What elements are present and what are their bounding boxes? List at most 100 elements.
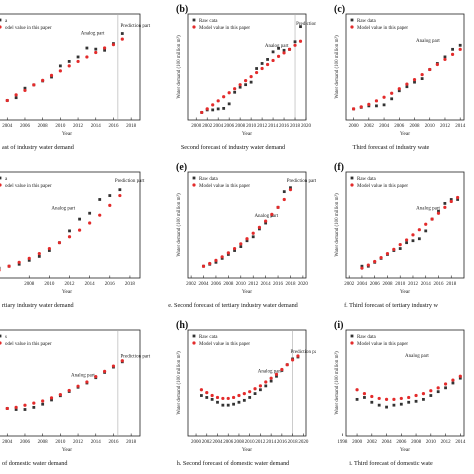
plot-frame bbox=[0, 13, 141, 121]
panel-caption: Third forecast of industry wate bbox=[353, 144, 430, 151]
raw-data-point bbox=[458, 43, 462, 47]
raw-data-point bbox=[238, 85, 242, 89]
model-data-point bbox=[85, 55, 89, 59]
raw-data-point bbox=[260, 62, 264, 65]
legend-entry: a bbox=[5, 19, 8, 24]
raw-data-point bbox=[227, 102, 231, 106]
panel-letter: (i) bbox=[334, 320, 343, 331]
model-data-point bbox=[257, 225, 262, 229]
chart-panel-9: 1998 2000 2002 2004 2006 2008 2010 2012 2014Year… bbox=[334, 320, 466, 467]
annotation: Analog part bbox=[81, 32, 105, 37]
y-axis-label: Water demand (100 million m³) bbox=[334, 35, 340, 99]
model-data-point bbox=[407, 395, 411, 400]
legend-entry: odel value in this paper bbox=[5, 342, 52, 347]
model-data-point bbox=[88, 221, 92, 225]
legend-entry: s bbox=[5, 335, 7, 340]
raw-data-point bbox=[437, 209, 440, 213]
model-data-point bbox=[227, 91, 231, 95]
raw-data-point bbox=[414, 399, 418, 403]
model-data-point bbox=[264, 219, 268, 223]
raw-data-point bbox=[436, 390, 440, 394]
annotation: Prediction part bbox=[296, 22, 316, 27]
raw-data-point bbox=[41, 402, 45, 406]
model-data-point bbox=[458, 374, 462, 378]
raw-data-point bbox=[264, 221, 268, 225]
x-tick-label: 2004 bbox=[2, 124, 13, 129]
annotation: Prediction part bbox=[121, 24, 151, 29]
model-data-point bbox=[49, 73, 54, 77]
model-data-point bbox=[424, 222, 428, 226]
model-data-point bbox=[5, 98, 9, 103]
legend-entry: odel value in this paper bbox=[5, 184, 52, 189]
model-data-point bbox=[111, 364, 116, 368]
chart-panel-2: 2000 2002 2004 2006 2008 2010 2012 2014 2016 2018… bbox=[176, 4, 316, 151]
legend-marker-raw bbox=[0, 18, 2, 22]
legend-marker-raw bbox=[350, 176, 354, 180]
legend-entry: Raw cata bbox=[199, 335, 218, 340]
x-tick-label: 2018 bbox=[126, 440, 137, 445]
model-data-point bbox=[405, 82, 409, 86]
model-data-point bbox=[232, 246, 237, 251]
raw-data-point bbox=[360, 264, 364, 268]
y-axis-label: Water demand (100 million m³) bbox=[176, 351, 182, 415]
model-data-point bbox=[428, 67, 432, 72]
legend-marker-model bbox=[0, 341, 2, 345]
raw-data-point bbox=[449, 198, 453, 201]
y-axis-label: Water demand (100 million m³) bbox=[334, 193, 340, 257]
model-data-point bbox=[285, 363, 289, 367]
model-data-point bbox=[274, 372, 279, 376]
model-data-point bbox=[287, 47, 292, 51]
raw-data-point bbox=[370, 400, 374, 404]
x-axis-label: Year bbox=[400, 289, 410, 295]
x-tick-label: 2018 bbox=[446, 282, 457, 287]
x-tick-label: 2008 bbox=[38, 440, 49, 445]
x-tick-label: 2014 bbox=[268, 124, 279, 129]
x-tick-label: 2008 bbox=[382, 282, 393, 287]
model-data-point bbox=[280, 367, 284, 372]
x-tick-label: 2002 bbox=[364, 124, 375, 129]
x-tick-label: 2004 bbox=[357, 282, 368, 287]
x-tick-label: 2018 bbox=[290, 124, 301, 129]
model-data-point bbox=[248, 390, 252, 394]
model-data-point bbox=[443, 57, 447, 62]
model-data-point bbox=[271, 58, 275, 63]
legend-marker-model bbox=[0, 183, 2, 187]
raw-data-point bbox=[237, 400, 241, 404]
model-data-point bbox=[23, 88, 27, 93]
model-data-point bbox=[260, 66, 264, 71]
model-data-point bbox=[94, 375, 98, 379]
model-data-point bbox=[233, 87, 237, 91]
raw-data-point bbox=[23, 408, 27, 411]
raw-data-point bbox=[108, 194, 112, 197]
x-tick-label: 2016 bbox=[277, 440, 288, 445]
model-data-point bbox=[17, 260, 21, 264]
raw-data-point bbox=[458, 376, 462, 380]
model-data-point bbox=[58, 393, 62, 397]
model-data-point bbox=[242, 392, 246, 396]
x-tick-label: 2016 bbox=[108, 440, 119, 445]
model-data-point bbox=[244, 79, 248, 83]
model-data-point bbox=[276, 205, 280, 209]
raw-data-point bbox=[411, 239, 415, 243]
raw-data-point bbox=[120, 32, 124, 35]
raw-data-point bbox=[251, 235, 255, 239]
raw-data-point bbox=[375, 104, 378, 108]
x-tick-label: 2020 bbox=[298, 282, 309, 287]
raw-data-point bbox=[443, 55, 447, 59]
x-tick-label: 2002 bbox=[202, 124, 213, 129]
model-data-point bbox=[436, 211, 441, 215]
raw-data-point bbox=[266, 58, 269, 61]
model-data-point bbox=[265, 62, 270, 67]
legend-entry: Raw data bbox=[357, 177, 377, 182]
x-tick-label: 2018 bbox=[285, 282, 296, 287]
model-data-point bbox=[379, 255, 383, 260]
raw-data-point bbox=[293, 40, 297, 44]
model-data-point bbox=[85, 380, 89, 384]
model-data-point bbox=[296, 354, 300, 358]
x-tick-label: 2004 bbox=[379, 124, 390, 129]
x-tick-label: 2014 bbox=[91, 124, 102, 129]
raw-data-point bbox=[392, 403, 396, 407]
model-data-point bbox=[366, 263, 370, 267]
plot-frame bbox=[0, 329, 141, 437]
x-axis-label: Year bbox=[62, 131, 72, 137]
